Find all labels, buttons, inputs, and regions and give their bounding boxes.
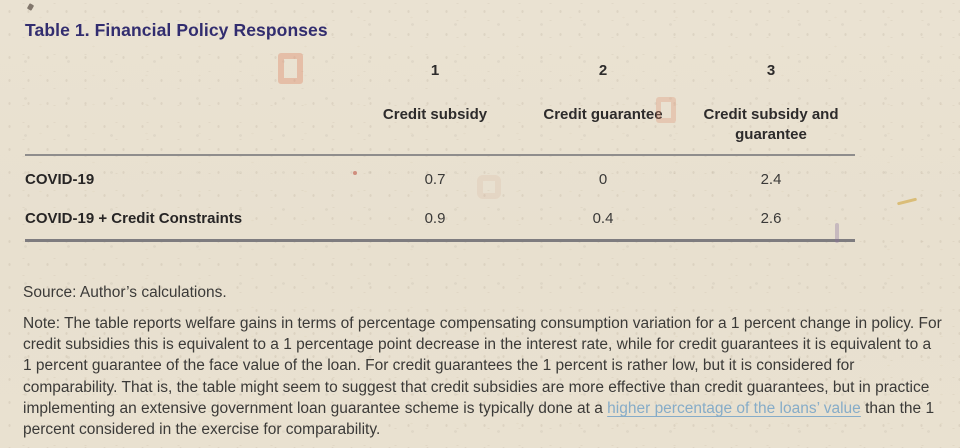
yellow-scribble-icon <box>896 197 918 206</box>
note-text-after-link: than the 1 percent considered in the exe… <box>23 399 935 439</box>
table-row: COVID-19 0.7 0 2.4 <box>25 171 855 188</box>
cell-constraints-credit-subsidy: 0.9 <box>424 210 446 227</box>
column-header-credit-guarantee: Credit guarantee <box>543 106 663 123</box>
loans-value-link[interactable]: higher percentage of the loans’ value <box>607 399 861 417</box>
cell-covid19-credit-guarantee: 0 <box>598 171 608 188</box>
table-title: Table 1. Financial Policy Responses <box>25 20 328 40</box>
cell-constraints-credit-guarantee: 0.4 <box>592 210 614 227</box>
column-number-3: 3 <box>766 62 776 79</box>
column-number-1: 1 <box>430 62 440 79</box>
table-header-row: Credit subsidy Credit guarantee Credit s… <box>25 79 855 145</box>
table-top-rule <box>25 154 855 156</box>
source-line: Source: Author’s calculations. <box>23 284 227 301</box>
table-column-number-row: 1 2 3 <box>25 55 855 79</box>
cell-covid19-subsidy-and-guarantee: 2.4 <box>760 171 782 188</box>
note-text-before-link: Note: The table reports welfare gains in… <box>23 315 942 417</box>
cell-constraints-subsidy-and-guarantee: 2.6 <box>760 210 782 227</box>
dark-speck-icon <box>26 3 35 11</box>
table-bottom-rule <box>25 239 855 242</box>
column-header-credit-subsidy-and-guarantee: Credit subsidy and guarantee <box>703 106 839 143</box>
column-header-credit-subsidy: Credit subsidy <box>382 106 488 123</box>
cell-covid19-credit-subsidy: 0.7 <box>424 171 446 188</box>
financial-policy-table: 1 2 3 Credit subsidy Credit guarantee Cr… <box>25 55 855 242</box>
row-label-covid19-credit-constraints: COVID-19 + Credit Constraints <box>25 210 243 227</box>
column-number-2: 2 <box>598 62 608 79</box>
note-paragraph: Note: The table reports welfare gains in… <box>23 313 943 440</box>
row-label-covid19: COVID-19 <box>25 171 95 188</box>
table-row: COVID-19 + Credit Constraints 0.9 0.4 2.… <box>25 210 855 227</box>
